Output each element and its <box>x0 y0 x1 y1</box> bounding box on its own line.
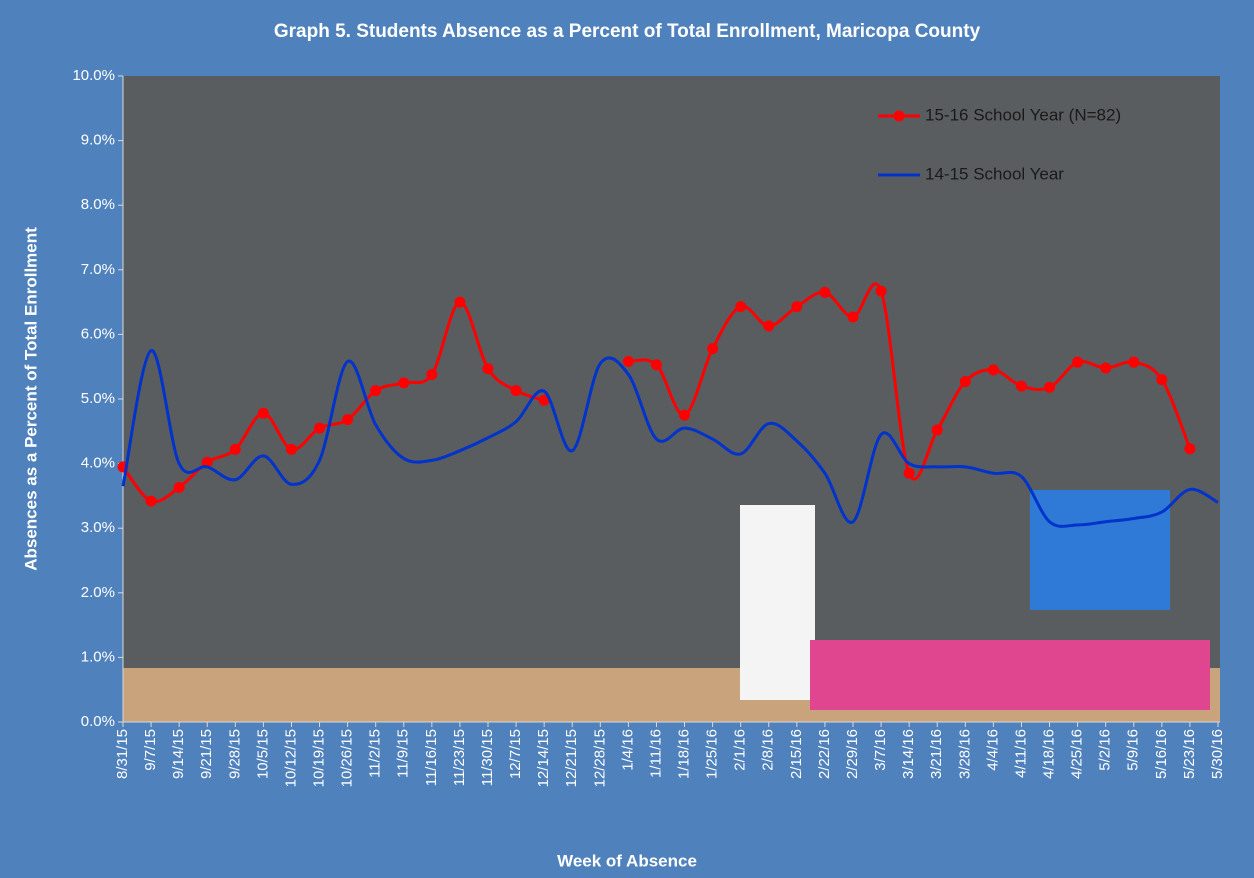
x-tick-label: 4/4/16 <box>984 729 1001 771</box>
data-point <box>1044 382 1055 393</box>
data-point <box>960 376 971 387</box>
x-tick-label: 5/23/16 <box>1181 729 1198 779</box>
data-point <box>735 301 746 312</box>
data-point <box>258 408 269 419</box>
data-point <box>819 287 830 298</box>
y-tick-label: 1.0% <box>81 648 115 665</box>
x-tick-label: 12/14/15 <box>535 729 552 787</box>
legend-label: 15-16 School Year (N=82) <box>925 105 1121 124</box>
y-tick-label: 3.0% <box>81 519 115 536</box>
x-tick-label: 11/23/15 <box>451 729 468 786</box>
data-point <box>679 410 690 421</box>
x-tick-label: 10/5/15 <box>254 729 271 779</box>
x-tick-label: 11/2/15 <box>367 729 384 778</box>
data-point <box>370 385 381 396</box>
data-point <box>1184 443 1195 454</box>
data-point <box>876 286 887 297</box>
x-tick-label: 8/31/15 <box>114 729 131 779</box>
data-point <box>483 363 494 374</box>
data-point <box>1100 362 1111 373</box>
plot-background-bottle <box>740 505 815 700</box>
x-tick-label: 12/21/15 <box>563 729 580 787</box>
x-tick-label: 2/15/16 <box>788 729 805 779</box>
y-tick-label: 9.0% <box>81 132 115 149</box>
chart-title: Graph 5. Students Absence as a Percent o… <box>274 21 981 42</box>
y-tick-label: 4.0% <box>81 455 115 472</box>
data-point <box>174 482 185 493</box>
x-tick-label: 3/7/16 <box>872 729 889 771</box>
x-tick-label: 10/26/15 <box>339 729 356 787</box>
legend-label: 14-15 School Year <box>925 164 1064 183</box>
x-tick-label: 10/19/15 <box>311 729 328 787</box>
data-point <box>1072 357 1083 368</box>
x-tick-label: 3/21/16 <box>928 729 945 779</box>
x-tick-label: 1/18/16 <box>676 729 693 779</box>
data-point <box>398 377 409 388</box>
data-point <box>791 301 802 312</box>
data-point <box>454 297 465 308</box>
data-point <box>1128 357 1139 368</box>
x-tick-label: 2/1/16 <box>732 729 749 771</box>
data-point <box>342 414 353 425</box>
chart: Graph 5. Students Absence as a Percent o… <box>0 0 1254 878</box>
x-axis-label: Week of Absence <box>557 851 697 870</box>
data-point <box>1016 381 1027 392</box>
y-tick-label: 10.0% <box>72 67 115 84</box>
x-tick-label: 9/21/15 <box>198 729 215 779</box>
x-tick-label: 1/25/16 <box>704 729 721 779</box>
x-tick-label: 5/2/16 <box>1097 729 1114 771</box>
x-tick-label: 2/22/16 <box>816 729 833 779</box>
data-point <box>707 343 718 354</box>
data-point <box>511 385 522 396</box>
plot-background-towel <box>810 640 1210 710</box>
data-point <box>651 359 662 370</box>
x-tick-label: 5/16/16 <box>1153 729 1170 779</box>
x-tick-label: 11/9/15 <box>395 729 412 778</box>
x-tick-label: 9/14/15 <box>170 729 187 779</box>
x-tick-label: 11/16/15 <box>423 729 440 786</box>
x-tick-label: 5/30/16 <box>1209 729 1226 779</box>
data-point <box>623 356 634 367</box>
y-tick-label: 8.0% <box>81 196 115 213</box>
x-tick-label: 3/28/16 <box>956 729 973 779</box>
x-tick-label: 1/4/16 <box>619 729 636 771</box>
y-tick-label: 6.0% <box>81 325 115 342</box>
x-tick-label: 10/12/15 <box>282 729 299 787</box>
x-tick-label: 2/8/16 <box>760 729 777 771</box>
x-tick-label: 3/14/16 <box>900 729 917 779</box>
x-tick-label: 4/18/16 <box>1041 729 1058 779</box>
data-point <box>1156 374 1167 385</box>
x-tick-label: 12/7/15 <box>507 729 524 779</box>
y-tick-label: 7.0% <box>81 261 115 278</box>
x-tick-label: 9/7/15 <box>142 729 159 771</box>
data-point <box>426 369 437 380</box>
plot-background-bucket <box>1030 490 1170 610</box>
data-point <box>904 468 915 479</box>
data-point <box>988 364 999 375</box>
x-tick-label: 11/30/15 <box>479 729 496 786</box>
data-point <box>848 311 859 322</box>
y-tick-label: 0.0% <box>81 713 115 730</box>
data-point <box>286 444 297 455</box>
data-point <box>932 425 943 436</box>
y-tick-label: 5.0% <box>81 390 115 407</box>
x-tick-label: 9/28/15 <box>226 729 243 779</box>
x-tick-label: 1/11/16 <box>647 729 664 778</box>
y-axis-label: Absences as a Percent of Total Enrollmen… <box>21 227 40 571</box>
x-tick-label: 2/29/16 <box>844 729 861 779</box>
data-point <box>314 423 325 434</box>
data-point <box>230 444 241 455</box>
x-tick-label: 5/9/16 <box>1125 729 1142 771</box>
x-tick-label: 12/28/15 <box>591 729 608 787</box>
data-point <box>763 321 774 332</box>
x-tick-label: 4/25/16 <box>1069 729 1086 779</box>
data-point <box>146 496 157 507</box>
legend-marker <box>894 111 905 122</box>
x-tick-label: 4/11/16 <box>1012 729 1029 778</box>
y-tick-label: 2.0% <box>81 584 115 601</box>
